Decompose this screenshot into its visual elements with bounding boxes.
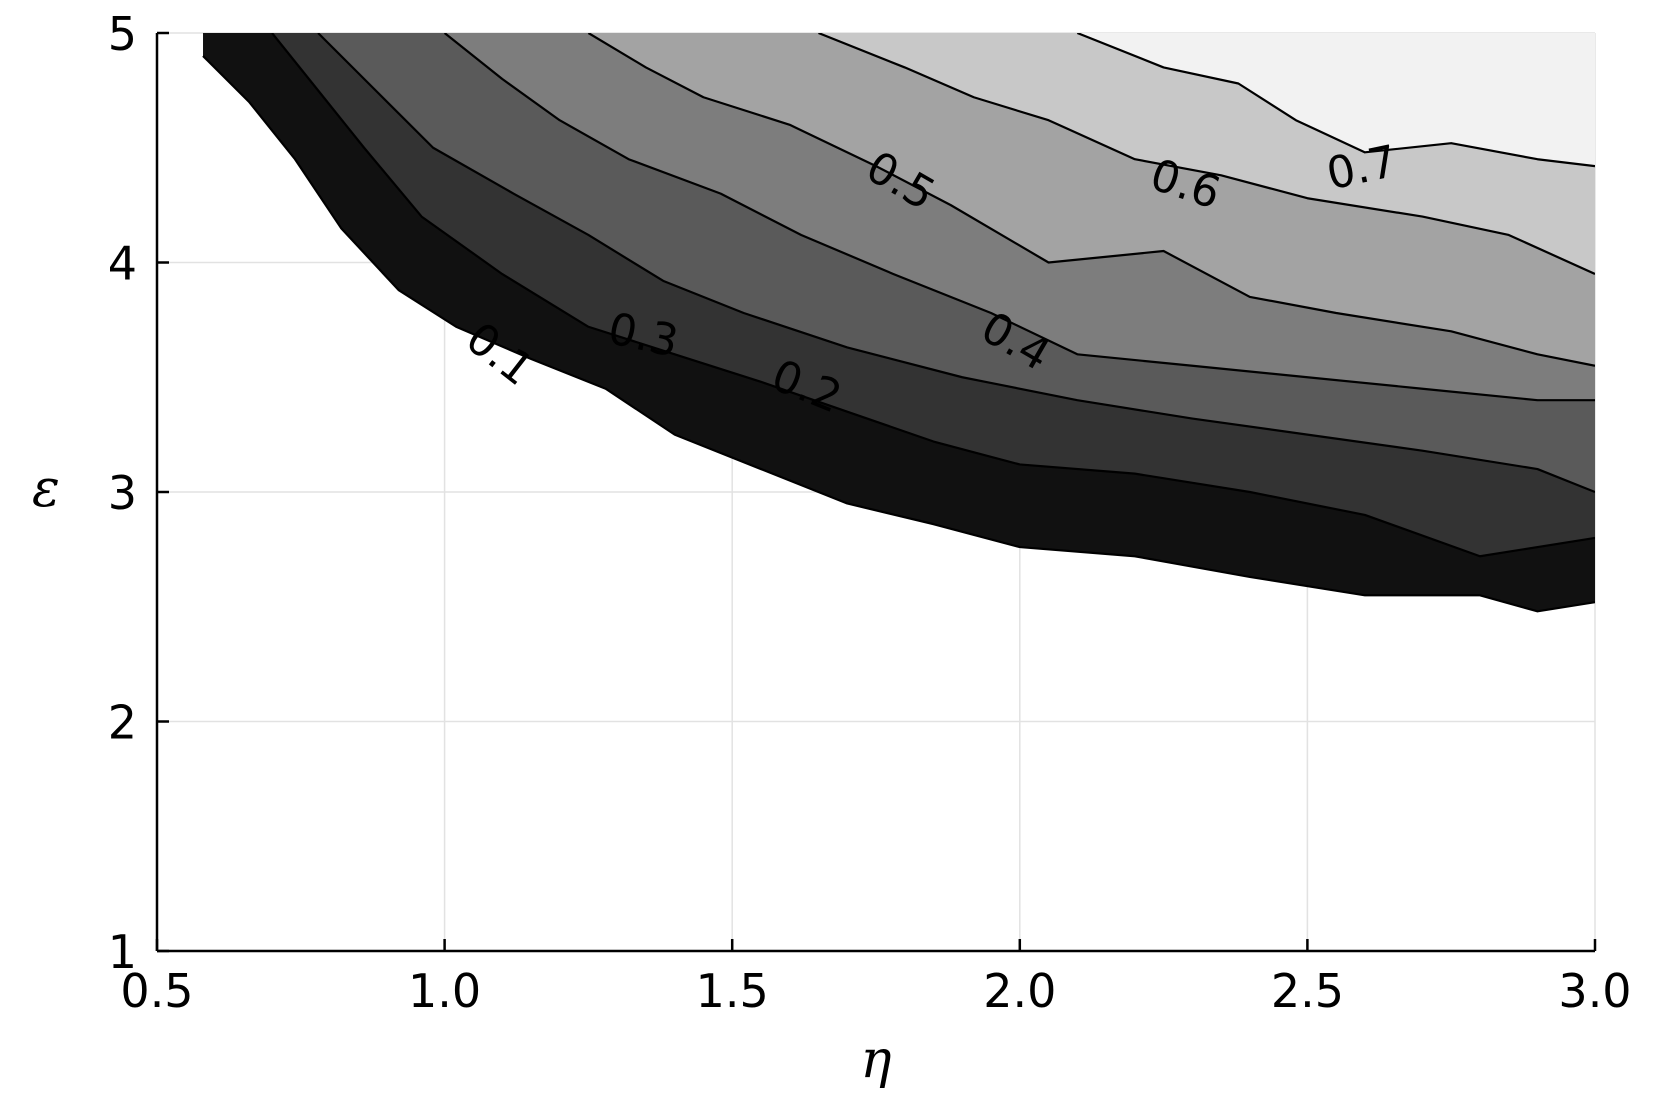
x-tick-label: 0.5 — [120, 964, 193, 1018]
contour-fills — [203, 33, 1595, 612]
contour-line-0.4 — [443, 33, 1595, 402]
contour-line-0.7 — [1076, 33, 1595, 168]
contour-line-0.5 — [587, 33, 1595, 367]
contour-line-0.3 — [317, 33, 1595, 494]
y-tick-label: 5 — [108, 7, 137, 61]
x-tick-label: 2.5 — [1271, 964, 1344, 1018]
y-tick-label: 4 — [108, 237, 137, 291]
x-tick-label: 1.0 — [408, 964, 481, 1018]
x-tick-label: 2.0 — [983, 964, 1056, 1018]
y-tick-label: 2 — [108, 696, 137, 750]
contour-line-0.1 — [202, 55, 1595, 613]
x-tick-label: 1.5 — [696, 964, 769, 1018]
axes: 0.5 1.0 1.5 2.0 2.5 3.0 1 2 3 4 5 η ε — [32, 7, 1632, 1090]
x-tick-label: 3.0 — [1558, 964, 1631, 1018]
contour-line-0.6 — [818, 33, 1595, 275]
contour-lines — [202, 33, 1595, 613]
contour-line-0.2 — [271, 33, 1595, 558]
y-tick-label: 3 — [108, 466, 137, 520]
contour-region-0.7 — [1077, 33, 1595, 167]
y-tick-label: 1 — [108, 925, 137, 979]
x-axis-label: η — [860, 1030, 891, 1090]
y-axis-label: ε — [32, 459, 60, 519]
